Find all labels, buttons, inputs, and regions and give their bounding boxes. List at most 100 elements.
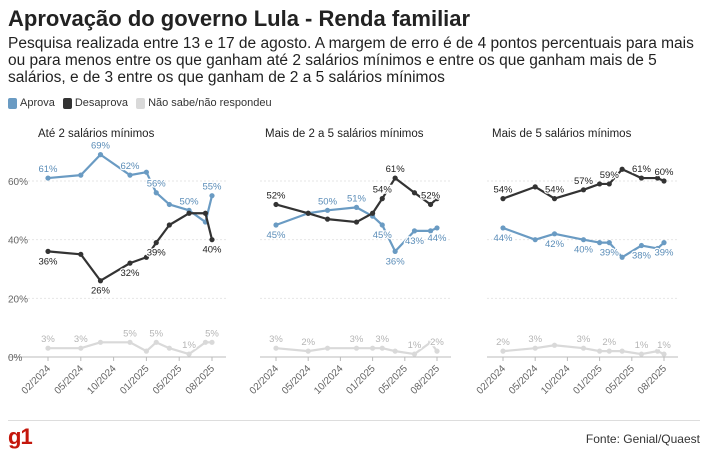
legend-item-nao-sabe: Não sabe/não respondeu (136, 97, 272, 109)
data-label: 61% (632, 164, 652, 175)
series-line (47, 153, 214, 224)
panel-title: Mais de 5 salários mínimos (492, 128, 632, 140)
x-tick-label: 10/2024 (85, 363, 119, 397)
data-label: 36% (38, 256, 58, 267)
legend-swatch-desaprova (62, 97, 72, 109)
x-tick-label: 05/2025 (377, 363, 411, 397)
data-point (45, 175, 51, 181)
data-label: 61% (38, 164, 58, 175)
legend: Aprova Desaprova Não sabe/não respondeu (8, 97, 272, 109)
x-tick-label: 08/2025 (184, 363, 218, 397)
data-point (97, 278, 104, 284)
data-point (305, 348, 311, 354)
data-point (353, 204, 360, 210)
small-multiples-chart: Até 2 salários mínimos 0% 20% 40% 60% 02/2024… (8, 128, 678, 397)
data-point (379, 222, 385, 228)
data-label: 45% (266, 230, 286, 241)
x-tick-label: 05/2025 (151, 363, 185, 397)
data-label: 1% (635, 340, 649, 351)
data-point (619, 348, 625, 354)
x-tick-label: 01/2025 (118, 363, 152, 397)
data-point (166, 345, 172, 351)
legend-swatch-nao-sabe (136, 97, 146, 109)
x-tick-label: 05/2025 (604, 363, 638, 397)
data-point (638, 175, 645, 181)
data-point (166, 201, 172, 208)
series-line (502, 168, 665, 200)
data-point (379, 345, 385, 351)
data-point (97, 339, 104, 345)
data-label: 3% (577, 334, 591, 345)
data-point (127, 339, 133, 345)
data-point (500, 196, 506, 202)
data-label: 44% (427, 233, 447, 244)
x-tick-label: 05/2024 (507, 363, 541, 397)
data-point (619, 254, 625, 260)
data-point (45, 248, 51, 254)
g1-logo: g1 (8, 424, 33, 449)
data-point (619, 166, 625, 172)
data-point (551, 196, 558, 202)
data-label: 45% (373, 230, 393, 241)
data-label: 2% (602, 337, 616, 348)
data-point (153, 339, 159, 345)
y-tick-label: 0% (8, 353, 23, 364)
data-point (427, 201, 434, 208)
data-point (434, 348, 440, 354)
data-point (654, 175, 661, 181)
data-point (661, 351, 667, 357)
data-point (392, 175, 398, 181)
data-point (532, 237, 538, 243)
data-point (411, 228, 418, 234)
x-tick-label: 10/2024 (539, 363, 573, 397)
data-point (551, 342, 558, 348)
data-label: 5% (205, 328, 219, 339)
x-tick-label: 01/2025 (571, 363, 605, 397)
data-point (127, 260, 133, 266)
data-point (434, 225, 440, 231)
data-point (597, 181, 603, 187)
legend-label-nao-sabe: Não sabe/não respondeu (148, 97, 272, 109)
data-point (324, 207, 331, 213)
legend-item-desaprova: Desaprova (62, 97, 128, 109)
data-point (392, 348, 398, 354)
data-point (532, 345, 538, 351)
data-label: 39% (600, 248, 620, 259)
data-point (580, 237, 587, 243)
legend-swatch-aprova (8, 97, 17, 109)
data-point (209, 339, 215, 345)
data-label: 51% (347, 193, 367, 204)
data-point (370, 210, 376, 216)
x-tick-label: 02/2024 (248, 363, 282, 397)
series-line (275, 341, 438, 356)
data-label: 2% (430, 337, 444, 348)
data-label: 57% (574, 176, 594, 187)
data-label: 55% (202, 182, 222, 193)
data-point (186, 210, 192, 216)
chart-subtitle: Pesquisa realizada entre 13 e 17 de agos… (8, 35, 694, 86)
data-label: 38% (632, 251, 652, 262)
data-label: 3% (350, 334, 364, 345)
data-point (500, 225, 506, 231)
data-label: 3% (528, 334, 542, 345)
data-point (143, 348, 149, 354)
data-point (532, 184, 538, 190)
data-label: 5% (123, 328, 137, 339)
data-label: 40% (202, 245, 222, 256)
data-label: 43% (405, 236, 425, 247)
data-label: 39% (147, 248, 167, 259)
data-point (209, 237, 215, 243)
data-point (379, 196, 385, 202)
data-point (273, 345, 279, 351)
data-point (392, 248, 398, 254)
series-line (275, 206, 438, 253)
data-point (78, 251, 84, 257)
data-point (638, 351, 645, 357)
panel-title: Até 2 salários mínimos (38, 128, 155, 140)
data-label: 39% (654, 248, 674, 259)
data-label: 56% (147, 179, 167, 190)
x-tick-label: 05/2024 (53, 363, 87, 397)
series-line (502, 226, 665, 259)
legend-label-aprova: Aprova (20, 97, 55, 109)
data-label: 1% (657, 340, 671, 351)
